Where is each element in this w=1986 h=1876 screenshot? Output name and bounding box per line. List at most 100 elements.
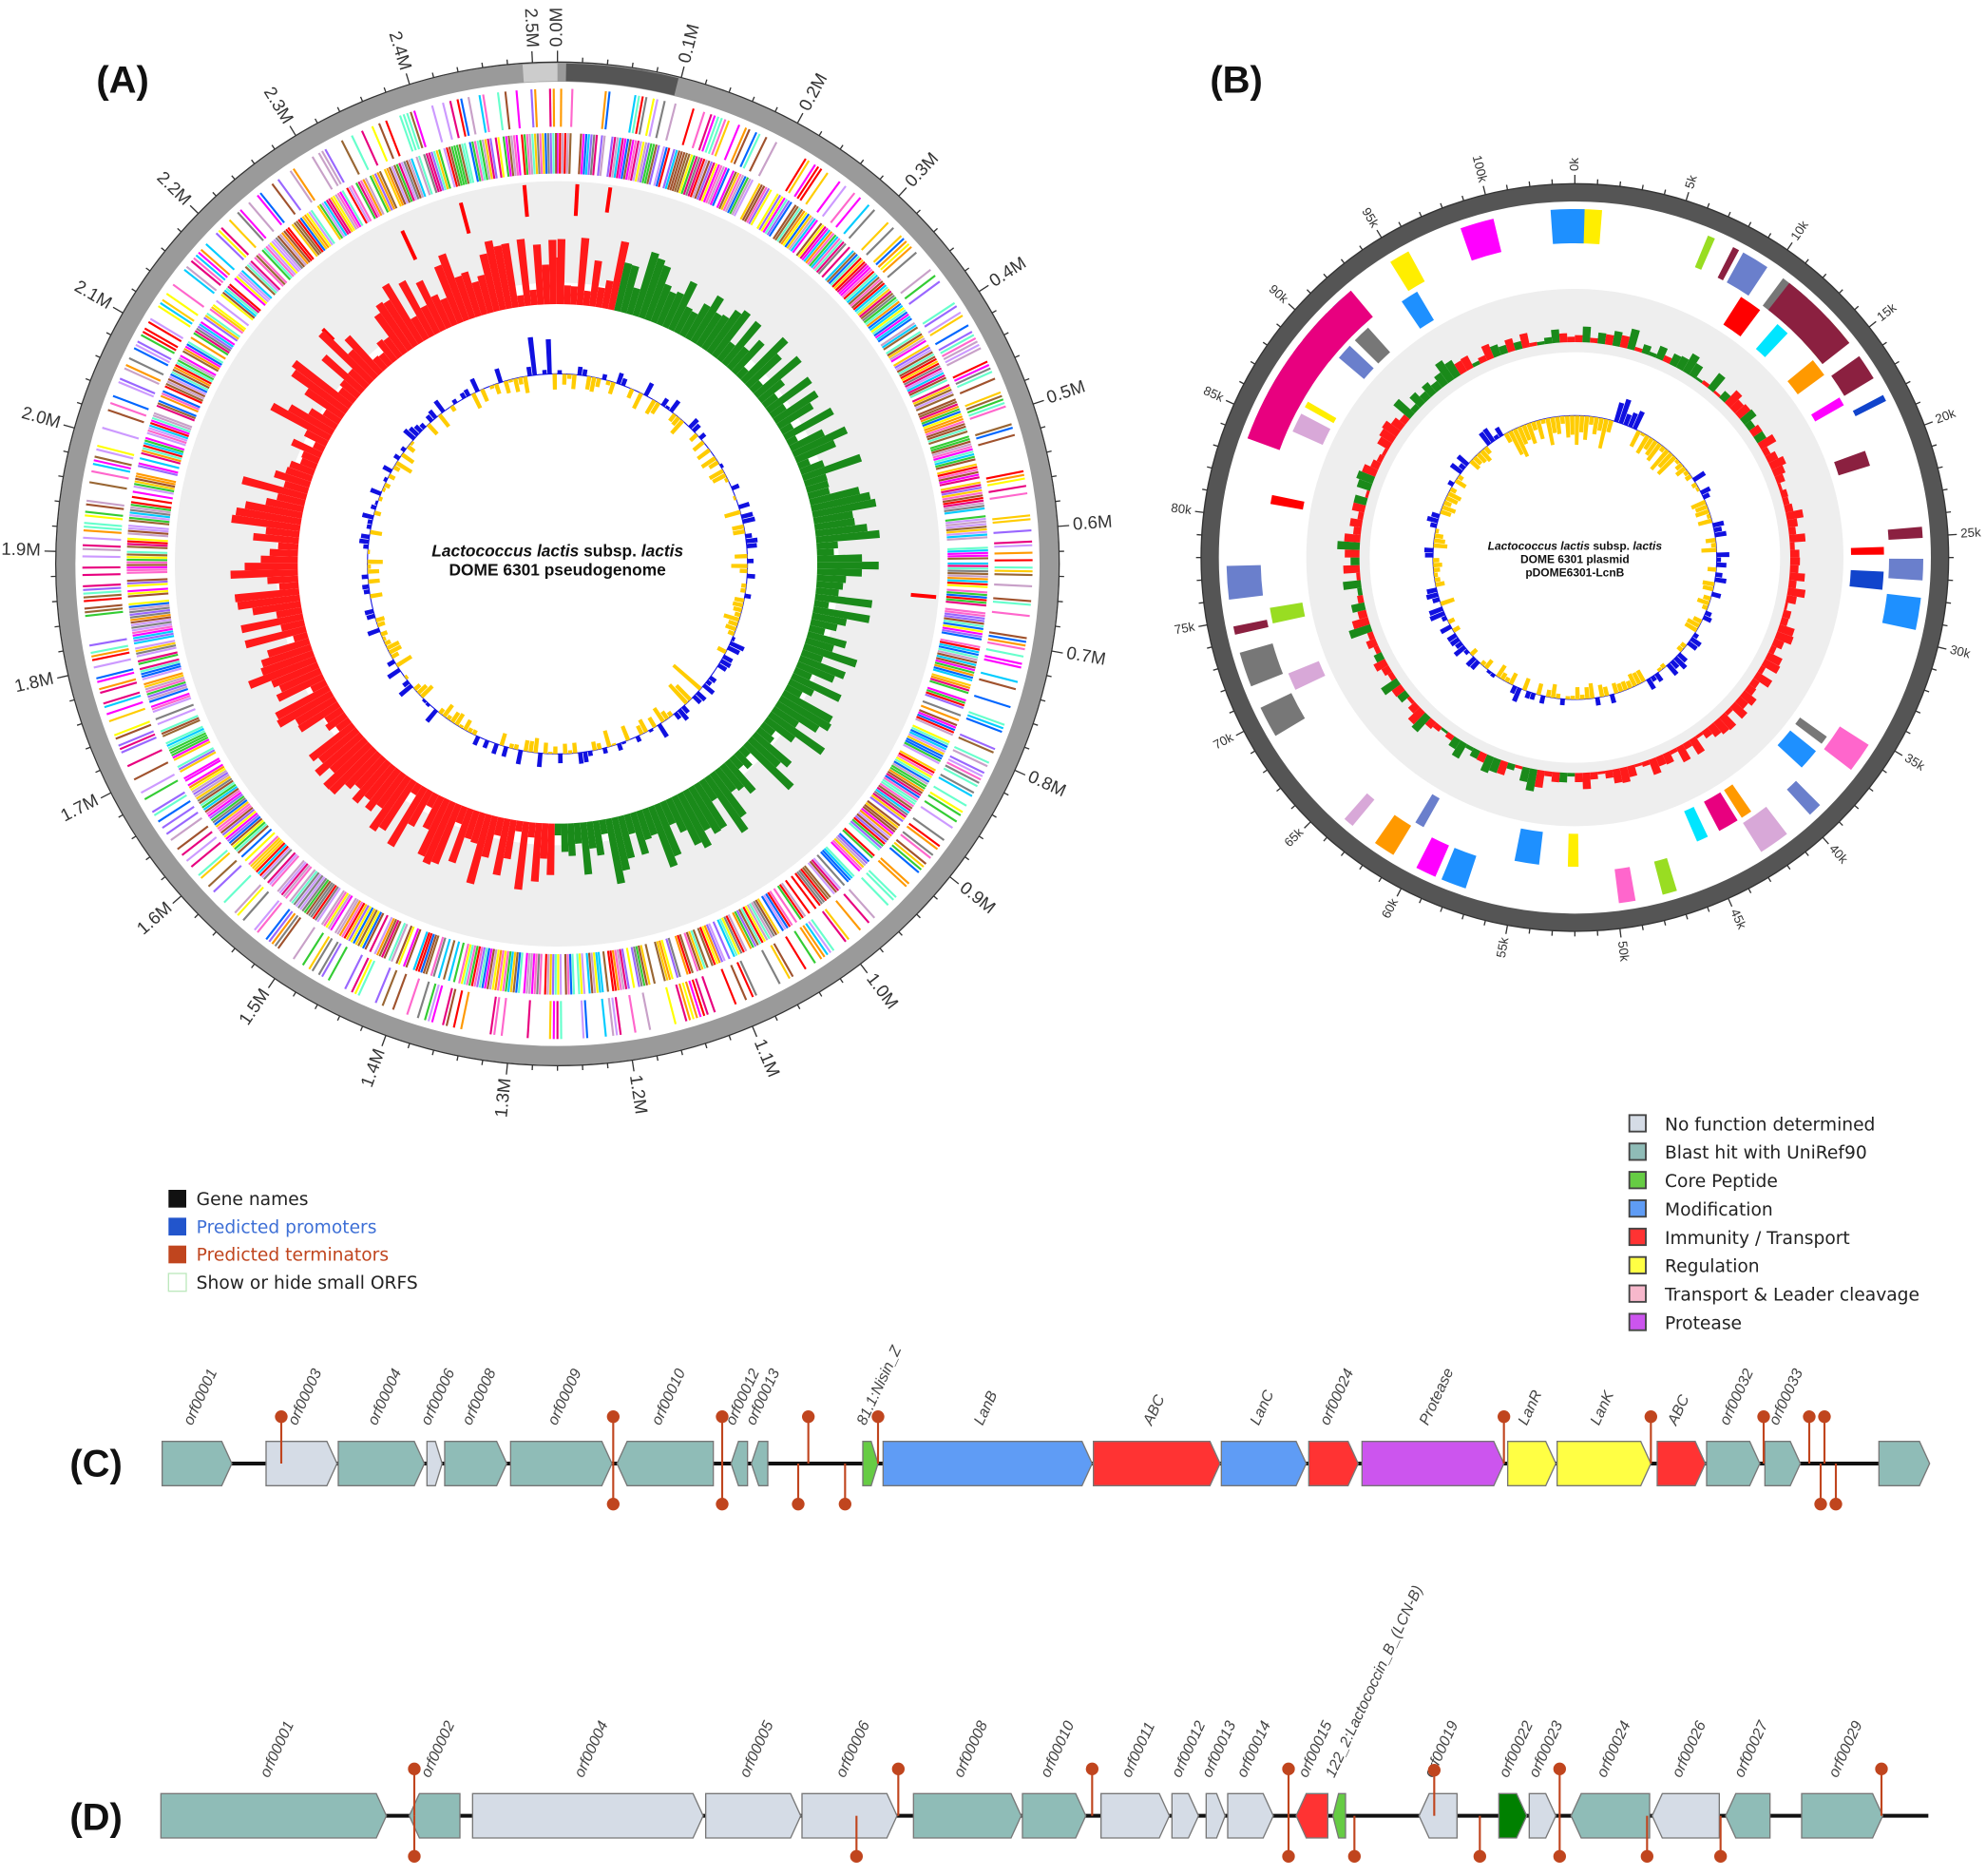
gc-skew-positive-bar [586, 821, 597, 850]
gc-content-high-bar [366, 524, 372, 529]
reverse-gene-block [1288, 660, 1326, 690]
reverse-gene-mark [269, 853, 298, 886]
gc-skew-positive-bar [779, 422, 794, 435]
scale-tick [1505, 925, 1509, 934]
forward-gene-mark [964, 391, 1002, 408]
gc-skew-negative-bar [1345, 549, 1360, 558]
reverse-gene-mark [354, 908, 376, 946]
reverse-gene-mark [754, 899, 778, 936]
gc-content-low-bar [449, 404, 457, 412]
scale-tick [315, 118, 318, 124]
reverse-gene-mark [729, 177, 750, 215]
gc-content-high-bar [515, 750, 524, 765]
reverse-gene-mark [906, 370, 944, 391]
scale-tick [1051, 650, 1063, 654]
reverse-gene-mark [169, 734, 208, 755]
gc-skew-positive-bar [814, 593, 873, 608]
gc-skew-positive-bar [815, 587, 839, 597]
gc-content-low-bar [735, 553, 748, 559]
reverse-gene-mark [146, 680, 186, 696]
reverse-gene-mark [803, 865, 831, 898]
reverse-gene-mark [134, 483, 175, 493]
forward-gene-block [1614, 867, 1636, 904]
gc-skew-negative-bar [244, 563, 298, 571]
reverse-gene-mark [946, 581, 988, 586]
reverse-gene-mark [795, 222, 823, 257]
reverse-gene-mark [471, 141, 482, 182]
reverse-gene-mark [212, 797, 246, 824]
gc-content-low-bar [1701, 547, 1717, 553]
tick-label: 85k [1201, 383, 1226, 405]
gc-content-high-bar [731, 636, 736, 642]
reverse-gene-mark [463, 143, 475, 183]
gc-content-high-bar [1666, 662, 1679, 677]
scale-tick [231, 948, 236, 953]
reverse-gene-mark [638, 945, 648, 986]
gc-skew-positive-bar [716, 341, 735, 363]
reverse-gene-mark [181, 350, 220, 373]
reverse-gene-mark [239, 271, 271, 301]
reverse-gene-mark [854, 284, 888, 313]
reverse-gene-mark [210, 795, 245, 822]
reverse-gene-mark [634, 141, 645, 182]
reverse-gene-mark [528, 133, 534, 175]
reverse-gene-mark [330, 197, 353, 233]
gc-skew-negative-bar [354, 755, 387, 790]
reverse-gene-mark [217, 803, 251, 830]
gene-arrow [1308, 1441, 1360, 1486]
scale-tick [1235, 730, 1245, 737]
gc-skew-positive-bar [1719, 391, 1731, 403]
gene-label: LanK [1588, 1388, 1618, 1427]
reverse-gene-mark [544, 953, 547, 995]
reverse-gene-mark [201, 783, 237, 809]
gc-content-high-bar [578, 752, 584, 764]
reverse-gene-mark [446, 146, 459, 187]
gc-content-high-bar [1687, 641, 1698, 651]
reverse-gene-mark [825, 250, 854, 281]
gene-arrow [1556, 1441, 1652, 1486]
gc-skew-positive-bar [815, 529, 880, 544]
scale-tick [978, 284, 989, 293]
gc-content-low-bar [1694, 508, 1710, 518]
gc-skew-positive-bar [1513, 340, 1523, 351]
gc-skew-positive-bar [800, 649, 824, 663]
gc-skew-negative-bar [481, 814, 499, 858]
gene-label: LanR [1516, 1388, 1546, 1427]
scale-tick [949, 247, 955, 252]
tick-label: 2.1M [71, 276, 115, 313]
reverse-gene-mark [219, 805, 253, 833]
scale-tick [1786, 864, 1791, 871]
reverse-gene-mark [129, 513, 170, 521]
forward-gene-mark [986, 477, 1025, 487]
forward-gene-mark [987, 638, 1026, 647]
gc-skew-negative-bar [1529, 341, 1537, 347]
gc-content-high-bar [719, 659, 732, 669]
forward-gene-mark [271, 182, 296, 216]
gc-skew-negative-bar [1789, 557, 1801, 565]
forward-gene-mark [530, 89, 535, 128]
reverse-gene-mark [946, 584, 988, 588]
reverse-gene-mark [330, 894, 353, 931]
gc-skew-negative-bar [260, 555, 298, 564]
reverse-gene-mark [669, 151, 683, 191]
gc-skew-negative-bar [253, 532, 299, 545]
gc-skew-negative-bar [470, 812, 487, 844]
forward-gene-mark [242, 890, 270, 922]
reverse-gene-mark [716, 170, 735, 209]
reverse-gene-mark [821, 849, 851, 881]
gc-skew-negative-bar [1604, 334, 1614, 346]
reverse-gene-mark [203, 316, 239, 342]
reverse-gene-mark [277, 235, 306, 268]
gc-skew-negative-bar [1713, 390, 1721, 398]
reverse-gene-mark [393, 164, 411, 203]
reverse-gene-mark [856, 813, 889, 841]
gc-skew-negative-bar [1788, 572, 1805, 583]
reverse-gene-mark [325, 199, 350, 236]
forward-gene-mark [785, 158, 807, 192]
reverse-gene-mark [334, 194, 358, 230]
reverse-gene-mark [395, 163, 413, 202]
tick-label: 90k [1267, 281, 1291, 306]
gc-skew-positive-bar [1525, 768, 1537, 792]
reverse-gene-mark [896, 351, 933, 373]
reverse-gene-mark [375, 917, 395, 956]
